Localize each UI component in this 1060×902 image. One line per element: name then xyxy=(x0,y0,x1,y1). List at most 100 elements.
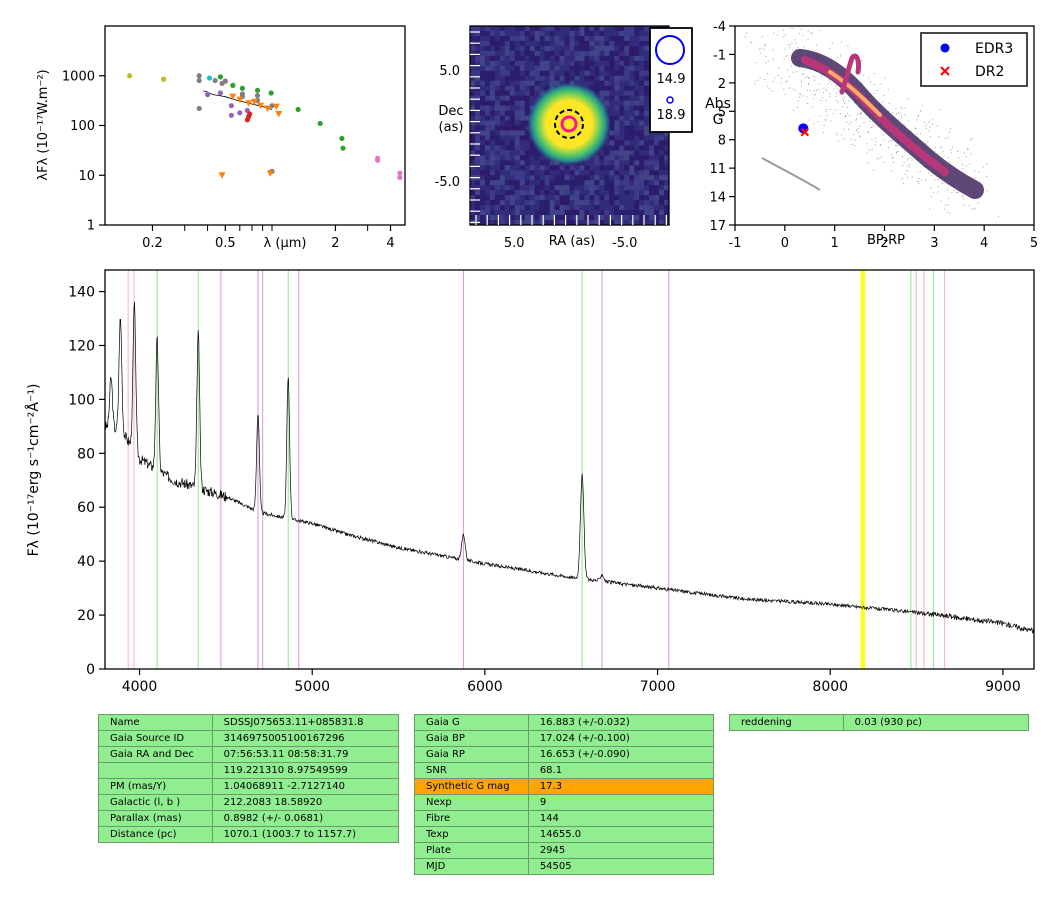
sky-pixel xyxy=(529,165,535,171)
cmd-ytick-label: 2 xyxy=(718,77,726,92)
cmd-star-dot xyxy=(873,73,875,74)
sky-pixel xyxy=(579,170,585,176)
sky-pixel xyxy=(609,145,615,151)
table-row: Gaia RP 16.653 (+/-0.090) xyxy=(414,746,715,763)
cmd-star-dot xyxy=(819,29,821,31)
sky-pixel xyxy=(554,195,560,201)
sky-pixel xyxy=(499,75,506,82)
sky-pixel xyxy=(644,145,650,151)
sed-point xyxy=(196,73,202,79)
sky-pixel xyxy=(474,135,481,141)
sky-pixel xyxy=(629,45,635,52)
sky-pixel xyxy=(504,210,511,216)
sky-pixel xyxy=(609,35,615,42)
sky-pixel xyxy=(619,195,625,201)
sky-pixel xyxy=(574,75,580,82)
cmd-xtick-label: 3 xyxy=(930,236,938,251)
sky-pixel xyxy=(584,205,590,211)
star-blob xyxy=(527,82,611,166)
sky-pixel xyxy=(664,150,670,156)
sky-pixel xyxy=(479,190,486,196)
cmd-star-dot xyxy=(958,157,960,159)
sky-pixel xyxy=(564,205,570,211)
sky-pixel xyxy=(584,26,590,32)
sky-pixel xyxy=(659,180,665,186)
sky-pixel xyxy=(494,145,501,151)
sky-pixel xyxy=(479,165,486,171)
sky-pixel xyxy=(619,85,625,91)
sky-pixel xyxy=(599,220,605,226)
sky-pixel xyxy=(619,155,625,161)
cmd-star-dot xyxy=(822,97,824,98)
sky-pixel xyxy=(639,170,645,176)
sky-pixel xyxy=(519,115,526,121)
cmd-star-dot xyxy=(840,55,842,57)
sky-pixel xyxy=(599,170,605,176)
cmd-star-dot xyxy=(890,170,892,172)
sky-pixel xyxy=(549,55,555,62)
sky-pixel xyxy=(629,135,635,141)
cmd-star-dot xyxy=(920,109,922,111)
sky-pixel xyxy=(609,120,615,126)
sky-pixel xyxy=(574,55,580,62)
sky-pixel xyxy=(549,50,555,57)
sky-pixel xyxy=(644,195,650,201)
sky-pixel xyxy=(514,155,521,161)
sky-pixel xyxy=(514,130,521,136)
sed-point xyxy=(196,105,202,112)
sed-point xyxy=(275,111,283,118)
sky-pixel xyxy=(664,205,670,211)
sky-pixel xyxy=(524,40,531,47)
cmd-star-dot xyxy=(892,112,894,114)
cmd-star-dot xyxy=(750,41,751,43)
cmd-star-dot xyxy=(823,132,824,134)
sky-pixel xyxy=(509,155,516,161)
sky-pixel xyxy=(579,80,585,86)
sky-pixel xyxy=(609,175,615,181)
sky-pixel xyxy=(624,60,630,67)
sky-pixel xyxy=(474,50,481,57)
sky-pixel xyxy=(594,165,600,171)
sky-pixel xyxy=(519,100,526,106)
sky-pixel xyxy=(499,175,506,181)
sky-pixel xyxy=(514,170,521,176)
sed-point xyxy=(228,112,235,118)
sky-pixel xyxy=(584,210,590,216)
cmd-star-dot xyxy=(808,77,810,79)
cmd-star-dot xyxy=(854,145,856,146)
cmd-star-dot xyxy=(950,128,951,130)
sky-pixel xyxy=(639,26,645,32)
sky-pixel xyxy=(649,185,655,191)
sky-pixel xyxy=(624,65,630,72)
cmd-star-dot xyxy=(909,164,911,166)
sky-pixel xyxy=(659,205,665,211)
sky-pixel xyxy=(529,70,535,77)
sky-pixel xyxy=(514,45,521,52)
cmd-star-dot xyxy=(910,157,912,159)
sky-pixel xyxy=(594,70,600,77)
cmd-star-dot xyxy=(848,100,850,102)
cmd-star-dot xyxy=(835,96,837,98)
sky-pixel xyxy=(609,180,615,186)
table-key-cell: Galactic (l, b ) xyxy=(98,794,213,811)
cmd-star-dot xyxy=(784,94,786,95)
cmd-star-dot xyxy=(986,190,988,192)
cmd-star-dot xyxy=(776,34,778,36)
sky-pixel xyxy=(579,60,585,67)
cmd-star-dot xyxy=(838,89,840,91)
sky-pixel xyxy=(604,75,610,82)
sky-pixel xyxy=(644,65,650,72)
sky-pixel xyxy=(579,35,585,42)
sky-pixel xyxy=(474,45,481,52)
sed-point xyxy=(339,135,345,142)
sky-pixel xyxy=(624,35,630,42)
sky-pixel xyxy=(589,170,595,176)
sky-pixel xyxy=(574,165,580,171)
spectrum-flux-line xyxy=(105,301,1034,634)
sed-point xyxy=(236,96,244,104)
sky-pixel xyxy=(509,180,516,186)
sky-pixel xyxy=(484,160,491,166)
cmd-star-dot xyxy=(843,96,845,98)
sky-pixel xyxy=(584,180,590,186)
sky-pixel xyxy=(614,155,620,161)
